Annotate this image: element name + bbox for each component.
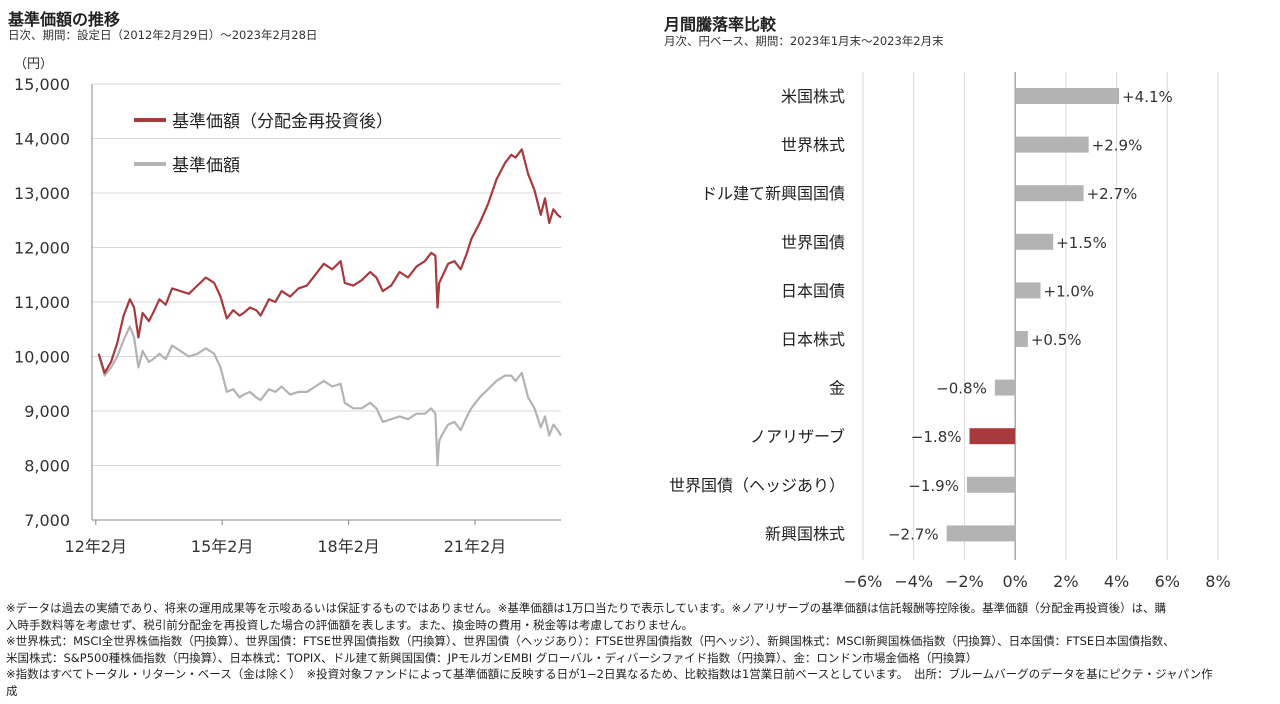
line-chart: 15,000 14,000 13,000 12,000 11,000 10,000 9,00… xyxy=(14,57,562,556)
footnotes: ※データは過去の実績であり、将来の運用成果等を示唆あるいは保証するものではありま… xyxy=(6,600,1274,699)
category-label: ドル建て新興国国債 xyxy=(701,184,845,203)
x-tick-label: −2% xyxy=(945,572,984,591)
x-tick-label: 4% xyxy=(1104,572,1129,591)
category-label: 世界株式 xyxy=(781,136,845,155)
x-tick-label: 15年2月 xyxy=(191,537,254,556)
bar xyxy=(969,428,1016,445)
y-tick-label: 14,000 xyxy=(14,130,70,149)
legend-label: 基準価額 xyxy=(172,156,240,176)
data-label: +2.9% xyxy=(1092,137,1143,155)
bar xyxy=(946,525,1016,542)
bar xyxy=(1015,233,1054,250)
bar xyxy=(1015,282,1041,299)
y-tick-label: 13,000 xyxy=(14,184,70,203)
y-tick-label: 10,000 xyxy=(14,348,70,367)
line-chart-title: 基準価額の推移 xyxy=(8,10,121,29)
data-label: +2.7% xyxy=(1087,185,1138,203)
data-label: +4.1% xyxy=(1122,88,1173,106)
category-label: ノアリザーブ xyxy=(750,427,845,446)
legend-label: 基準価額（分配金再投資後） xyxy=(172,112,393,132)
x-tick-label: −6% xyxy=(844,572,883,591)
bar xyxy=(1015,185,1084,202)
x-tick-label: 18年2月 xyxy=(317,537,380,556)
data-label: −1.8% xyxy=(911,428,962,446)
category-label: 米国株式 xyxy=(781,87,845,106)
footnote-line: ※指数はすべてトータル・リターン・ベース（金は除く） ※投資対象ファンドによって… xyxy=(6,667,1213,681)
data-label: −0.8% xyxy=(936,380,987,398)
x-tick-label: 8% xyxy=(1205,572,1230,591)
x-tick-label: 0% xyxy=(1002,572,1027,591)
data-label: +0.5% xyxy=(1031,331,1082,349)
footnote-line: 米国株式：S&P500種株価指数（円換算）、日本株式：TOPIX、ドル建て新興国… xyxy=(6,650,978,665)
data-label: +1.5% xyxy=(1056,234,1107,252)
data-label: −2.7% xyxy=(888,525,939,543)
category-label: 新興国株式 xyxy=(765,524,845,543)
category-label: 金 xyxy=(829,379,845,398)
x-tick-label: 12年2月 xyxy=(65,537,128,556)
y-tick-label: 9,000 xyxy=(24,402,70,421)
data-label: −1.9% xyxy=(908,477,959,495)
line-chart-subtitle: 日次、期間：設定日（2012年2月29日）〜2023年2月28日 xyxy=(8,28,318,42)
charts-canvas: 15,000 14,000 13,000 12,000 11,000 10,000 9,00… xyxy=(14,57,1231,591)
bar-chart-subtitle: 月次、円ベース、期間：2023年1月末〜2023年2月末 xyxy=(664,34,944,48)
series-line-nav xyxy=(97,325,562,467)
category-label: 日本国債 xyxy=(781,281,845,300)
bar xyxy=(1015,136,1089,153)
y-tick-label: 11,000 xyxy=(14,293,70,312)
y-tick-label: 12,000 xyxy=(14,239,70,258)
series-line-reinvested xyxy=(97,148,562,374)
category-label: 日本株式 xyxy=(781,330,845,349)
footnote-line: ※データは過去の実績であり、将来の運用成果等を示唆あるいは保証するものではありま… xyxy=(6,601,1167,615)
y-tick-label: 8,000 xyxy=(24,457,70,476)
x-tick-label: 21年2月 xyxy=(444,537,507,556)
bar xyxy=(1015,331,1028,347)
bar-chart-title: 月間騰落率比較 xyxy=(664,15,777,34)
x-tick-label: 2% xyxy=(1053,572,1078,591)
data-label: +1.0% xyxy=(1044,282,1095,300)
bar xyxy=(966,476,1016,493)
x-tick-label: 6% xyxy=(1155,572,1180,591)
footnote-line: ※世界株式：MSCI全世界株価指数（円換算）、世界国債：FTSE世界国債指数（円… xyxy=(6,634,1175,648)
y-tick-label: 7,000 xyxy=(24,511,70,530)
category-label: 世界国債（ヘッジあり） xyxy=(669,476,845,495)
bar xyxy=(1015,88,1120,104)
category-label: 世界国債 xyxy=(781,233,845,252)
bar-chart: −6% −4% −2% 0% 2% 4% 6% 8% 米国株式 +4.1% 世界株式 +2.9% ドル建… xyxy=(669,72,1231,591)
footnote-line: 入時手数料等を考慮せず、税引前分配金を再投資した場合の評価額を表します。また、換… xyxy=(6,617,694,632)
y-unit-label: （円） xyxy=(14,57,53,72)
footnote-line: 成 xyxy=(6,683,18,698)
bar xyxy=(994,379,1016,396)
y-tick-label: 15,000 xyxy=(14,75,70,94)
x-tick-label: −4% xyxy=(894,572,933,591)
